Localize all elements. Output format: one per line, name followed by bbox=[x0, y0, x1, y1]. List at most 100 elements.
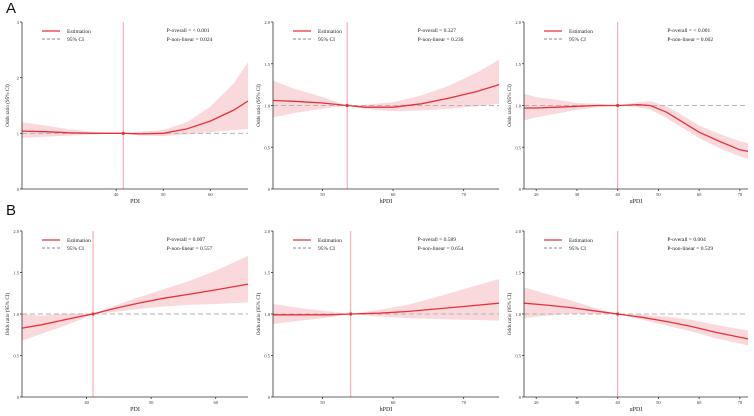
p-nonlinear-text: P-non-linear = 0.024 bbox=[167, 37, 213, 43]
y-tick-label: 1.0 bbox=[515, 312, 521, 317]
y-tick-label: 0.5 bbox=[13, 354, 19, 359]
ci-band bbox=[273, 59, 499, 118]
x-tick-label: 40 bbox=[84, 400, 89, 405]
y-tick-label: 2.0 bbox=[515, 20, 521, 25]
y-tick-label: 0 bbox=[17, 395, 20, 400]
p-nonlinear-text: P-non-linear = 0.529 bbox=[667, 246, 713, 252]
chart-a3: 0 0.5 1.0 1.5 2.0 20 30 40 50 60 70 uPDI Odds ratio … bbox=[506, 20, 749, 205]
legend-estimation-label: Estimation bbox=[569, 29, 593, 35]
legend-ci-label: 95% CI bbox=[569, 246, 586, 252]
legend-ci-label: 95% CI bbox=[67, 246, 84, 252]
x-axis-title: uPDI bbox=[630, 199, 643, 205]
p-overall-text: P-overall = < 0.001 bbox=[667, 28, 710, 34]
y-tick-label: 1.5 bbox=[515, 271, 521, 276]
y-tick-label: 1.5 bbox=[515, 62, 521, 67]
x-tick-label: 50 bbox=[320, 400, 325, 405]
ci-band bbox=[524, 93, 748, 159]
y-tick-label: 2.0 bbox=[264, 20, 270, 25]
reference-point bbox=[616, 103, 620, 108]
legend-estimation-label: Estimation bbox=[318, 238, 342, 244]
y-tick-label: 1 bbox=[17, 131, 19, 136]
x-tick-label: 50 bbox=[320, 192, 325, 197]
x-tick-label: 70 bbox=[461, 400, 466, 405]
ci-band bbox=[22, 255, 248, 341]
row-label-b: B bbox=[6, 202, 17, 219]
y-axis-title: Odds ratio (95% CI) bbox=[506, 84, 513, 127]
p-overall-text: P-overall = 0.007 bbox=[167, 237, 206, 243]
y-tick-label: 0 bbox=[17, 187, 20, 192]
legend-estimation-label: Estimation bbox=[569, 238, 593, 244]
y-tick-label: 0.5 bbox=[515, 354, 521, 359]
y-tick-label: 2.0 bbox=[264, 229, 270, 234]
legend-estimation-label: Estimation bbox=[318, 29, 342, 35]
x-tick-label: 20 bbox=[534, 192, 539, 197]
y-tick-label: 0.5 bbox=[264, 354, 270, 359]
reference-point bbox=[349, 312, 353, 316]
x-tick-label: 30 bbox=[575, 192, 580, 197]
chart-b3: 0 0.5 1.0 1.5 2.0 20 30 40 50 60 70 uPDI Odds ratio … bbox=[506, 229, 749, 413]
y-tick-label: 1.5 bbox=[264, 62, 270, 67]
p-overall-text: P-overall = 0.004 bbox=[667, 237, 706, 243]
y-tick-label: 0.5 bbox=[515, 145, 521, 150]
x-tick-label: 60 bbox=[391, 192, 396, 197]
p-nonlinear-text: P-non-linear = 0.002 bbox=[667, 37, 713, 43]
estimation-line bbox=[523, 302, 749, 340]
estimation-line bbox=[273, 302, 500, 316]
x-axis-title: hPDI bbox=[380, 199, 393, 205]
y-axis-title: Odds ratio (95% CI) bbox=[255, 84, 262, 127]
legend-ci-label: 95% CI bbox=[569, 37, 586, 43]
p-nonlinear-text: P-non-linear = 0.654 bbox=[418, 246, 464, 252]
p-nonlinear-text: P-non-linear = 0.557 bbox=[167, 246, 213, 252]
y-tick-label: 1.5 bbox=[264, 271, 270, 276]
estimation-line bbox=[272, 83, 500, 108]
y-tick-label: 1.0 bbox=[13, 312, 19, 317]
estimation-line bbox=[524, 104, 749, 153]
y-tick-label: 0 bbox=[519, 187, 522, 192]
chart-b2: 0 0.5 1.0 1.5 2.0 50 60 70 hPDI Odds ratio (95% C… bbox=[255, 229, 500, 413]
y-tick-label: 0 bbox=[268, 395, 271, 400]
x-tick-label: 40 bbox=[615, 192, 620, 197]
x-axis-title: PDI bbox=[130, 407, 140, 413]
reference-point bbox=[616, 312, 620, 316]
legend-estimation-label: Estimation bbox=[67, 29, 91, 35]
ci-band bbox=[273, 279, 499, 324]
y-tick-label: 1.5 bbox=[13, 271, 19, 276]
y-tick-label: 0 bbox=[519, 395, 522, 400]
legend-ci-label: 95% CI bbox=[318, 37, 335, 43]
y-axis-title: Odds ratio (95% CI) bbox=[4, 84, 11, 127]
estimation-line bbox=[21, 100, 249, 135]
x-tick-label: 50 bbox=[161, 192, 166, 197]
p-overall-text: P-overall = < 0.001 bbox=[167, 28, 210, 34]
legend-estimation-label: Estimation bbox=[67, 238, 91, 244]
chart-a1: 0 1 2 3 40 50 60 PDI Odds ratio (95% CI) Estimati… bbox=[4, 20, 249, 205]
y-tick-label: 2.0 bbox=[515, 229, 521, 234]
estimation-line bbox=[21, 283, 249, 329]
y-axis-title: Odds ratio (95% CI) bbox=[4, 292, 11, 335]
row-label-a: A bbox=[6, 0, 17, 17]
x-tick-label: 60 bbox=[213, 400, 218, 405]
p-overall-text: P-overall = 0.589 bbox=[418, 237, 457, 243]
p-nonlinear-text: P-non-linear = 0.236 bbox=[418, 37, 464, 43]
x-tick-label: 50 bbox=[656, 192, 661, 197]
chart-a2: 0 0.5 1.0 1.5 2.0 50 60 70 hPDI Odds ratio (95% C… bbox=[255, 20, 500, 205]
y-axis-title: Odds ratio (95% CI) bbox=[506, 292, 513, 335]
y-tick-label: 2 bbox=[17, 76, 19, 81]
p-overall-text: P-overall = 0.327 bbox=[418, 28, 457, 34]
y-tick-label: 1.0 bbox=[515, 104, 521, 109]
chart-b1: 0 0.5 1.0 1.5 2.0 40 50 60 PDI Odds ratio (95% CI… bbox=[4, 229, 249, 413]
x-tick-label: 70 bbox=[738, 400, 743, 405]
x-tick-label: 40 bbox=[114, 192, 119, 197]
y-tick-label: 1.0 bbox=[264, 104, 270, 109]
y-axis-title: Odds ratio (95% CI) bbox=[255, 292, 262, 335]
x-axis-title: uPDI bbox=[630, 407, 643, 413]
x-tick-label: 60 bbox=[391, 400, 396, 405]
x-tick-label: 50 bbox=[656, 400, 661, 405]
x-axis-title: hPDI bbox=[380, 407, 393, 413]
y-tick-label: 3 bbox=[17, 20, 20, 25]
y-tick-label: 0.5 bbox=[264, 145, 270, 150]
reference-point bbox=[345, 103, 349, 108]
legend-ci-label: 95% CI bbox=[318, 246, 335, 252]
x-tick-label: 20 bbox=[534, 400, 539, 405]
